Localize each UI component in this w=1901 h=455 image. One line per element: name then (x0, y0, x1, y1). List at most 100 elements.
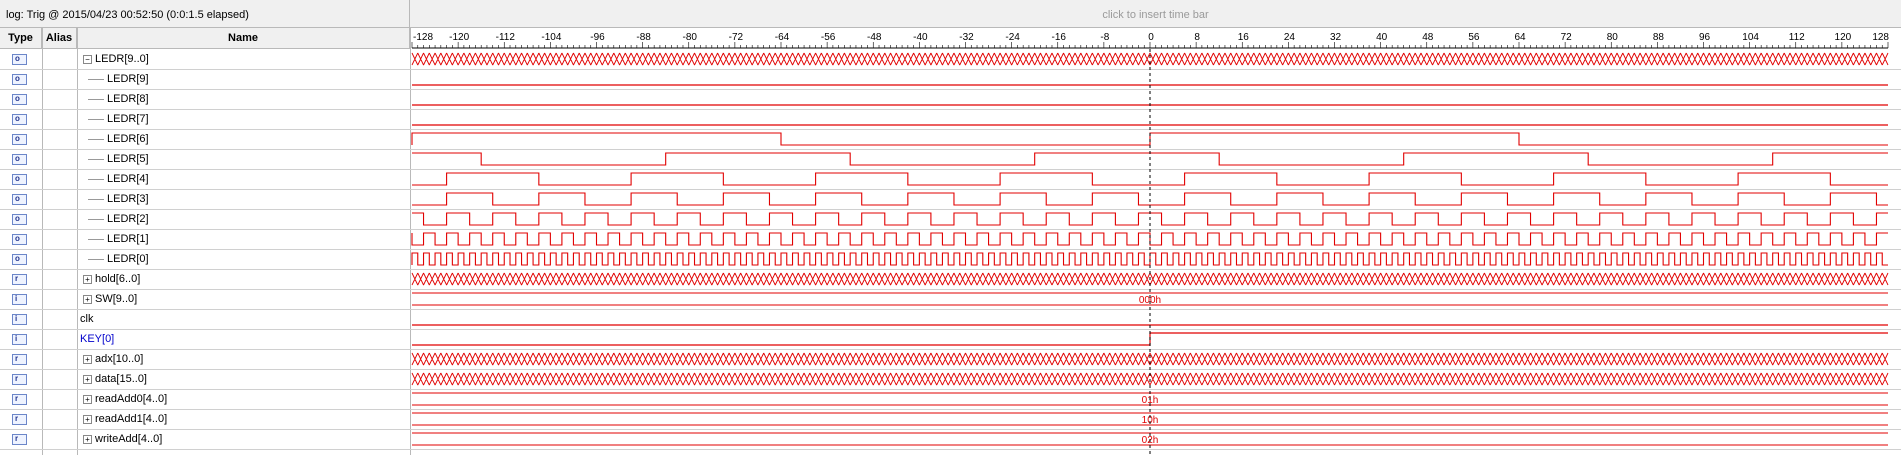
collapse-toggle-icon[interactable]: − (83, 55, 92, 64)
type-icon-glyph: o (15, 94, 20, 103)
signal-name[interactable]: LEDR[4] (107, 173, 149, 185)
column-divider[interactable] (77, 28, 78, 455)
waveform-trace (411, 52, 1889, 66)
signal-name[interactable]: readAdd0[4..0] (95, 393, 168, 405)
signal-name[interactable]: LEDR[0] (107, 253, 149, 265)
row-divider (0, 409, 1901, 410)
time-tick-label: 96 (1699, 32, 1711, 43)
waveform-trace (411, 372, 1889, 386)
signal-name[interactable]: LEDR[9] (107, 73, 149, 85)
waveform-bus[interactable] (411, 352, 1889, 366)
time-tick-label: 40 (1376, 32, 1388, 43)
waveform-clk[interactable] (412, 152, 1888, 166)
signal-name[interactable]: LEDR[6] (107, 133, 149, 145)
column-header-name[interactable]: Name (77, 28, 410, 49)
column-header-type[interactable]: Type (0, 28, 42, 49)
signal-name[interactable]: LEDR[7] (107, 113, 149, 125)
type-icon-glyph: r (15, 274, 19, 283)
in-type-icon: i (12, 312, 29, 326)
in-type-icon: i (12, 332, 29, 346)
column-divider[interactable] (42, 28, 43, 455)
waveform-trace (411, 232, 1888, 246)
expand-toggle-icon[interactable]: + (83, 415, 92, 424)
tree-connector (88, 259, 104, 260)
type-icon-glyph: r (15, 394, 19, 403)
type-icon-glyph: r (15, 354, 19, 363)
expand-toggle-icon[interactable]: + (83, 275, 92, 284)
reg-type-icon: r (12, 432, 29, 446)
time-tick-label: 88 (1653, 32, 1665, 43)
type-icon-glyph: r (15, 414, 19, 423)
type-icon-glyph: i (15, 294, 18, 303)
row-divider (0, 389, 1901, 390)
expand-toggle-icon[interactable]: + (83, 435, 92, 444)
column-divider[interactable] (410, 28, 411, 455)
type-icon-glyph: o (15, 74, 20, 83)
type-icon-glyph: r (15, 434, 19, 443)
signal-name[interactable]: LEDR[9..0] (95, 53, 149, 65)
signal-name[interactable]: clk (80, 313, 94, 325)
signal-name[interactable]: LEDR[2] (107, 213, 149, 225)
time-tick-label: -112 (496, 32, 516, 43)
out-type-icon: o (12, 112, 29, 126)
time-tick-label: -16 (1052, 32, 1067, 43)
signal-name[interactable]: adx[10..0] (95, 353, 144, 365)
time-ruler[interactable]: -128 -120 -112 -104 -96 -88 -80 -72 -64 -56 -48 -40… (411, 32, 1889, 49)
signal-name[interactable]: hold[6..0] (95, 273, 141, 285)
waveform-const[interactable]: 10h (412, 412, 1888, 426)
signal-name[interactable]: LEDR[5] (107, 153, 149, 165)
tree-connector (88, 179, 104, 180)
expand-toggle-icon[interactable]: + (83, 295, 92, 304)
out-type-icon: o (12, 152, 29, 166)
row-divider (0, 109, 1901, 110)
expand-toggle-icon[interactable]: + (83, 355, 92, 364)
signal-name[interactable]: readAdd1[4..0] (95, 413, 168, 425)
type-icon-glyph: i (15, 314, 18, 323)
signal-name[interactable]: LEDR[3] (107, 193, 149, 205)
type-icon-glyph: o (15, 54, 20, 63)
waveform-clk[interactable] (412, 192, 1888, 206)
signal-name[interactable]: LEDR[8] (107, 93, 149, 105)
signal-name[interactable]: writeAdd[4..0] (95, 433, 163, 445)
row-divider (0, 309, 1901, 310)
waveform-clk[interactable] (411, 232, 1888, 246)
row-divider (0, 449, 1901, 450)
waveform-bus[interactable] (411, 52, 1889, 66)
time-tick-label: -88 (636, 32, 651, 43)
time-tick-label: -104 (541, 32, 561, 43)
type-icon-glyph: o (15, 254, 20, 263)
signal-name[interactable]: KEY[0] (80, 333, 115, 345)
time-tick-label: -24 (1005, 32, 1020, 43)
expand-toggle-icon[interactable]: + (83, 395, 92, 404)
out-type-icon: o (12, 72, 29, 86)
expand-toggle-icon[interactable]: + (83, 375, 92, 384)
time-tick-label: 104 (1742, 32, 1759, 43)
out-type-icon: o (12, 52, 29, 66)
tree-connector (88, 239, 104, 240)
waveform-const[interactable]: 000h (412, 292, 1888, 306)
type-icon-glyph: o (15, 234, 20, 243)
tree-connector (88, 199, 104, 200)
insert-time-bar-hint[interactable]: click to insert time bar (410, 0, 1901, 28)
signal-name[interactable]: SW[9..0] (95, 293, 138, 305)
waveform-clk[interactable] (412, 172, 1888, 186)
signal-name[interactable]: LEDR[1] (107, 233, 149, 245)
type-icon-glyph: o (15, 194, 20, 203)
bus-value-label: 000h (1139, 295, 1161, 306)
type-icon-glyph: r (15, 374, 19, 383)
out-type-icon: o (12, 212, 29, 226)
column-header-alias[interactable]: Alias (42, 28, 77, 49)
time-tick-label: 24 (1284, 32, 1296, 43)
row-divider (0, 349, 1901, 350)
waveform-bus[interactable] (411, 372, 1889, 386)
signal-name[interactable]: data[15..0] (95, 373, 147, 385)
time-tick-label: -72 (729, 32, 744, 43)
row-divider (0, 129, 1901, 130)
time-tick-label: 32 (1330, 32, 1342, 43)
row-divider (0, 229, 1901, 230)
log-title: log: Trig @ 2015/04/23 00:52:50 (0:0:1.5… (0, 0, 410, 28)
waveform-bus[interactable] (411, 272, 1889, 286)
time-tick-label: 120 (1835, 32, 1852, 43)
out-type-icon: o (12, 132, 29, 146)
